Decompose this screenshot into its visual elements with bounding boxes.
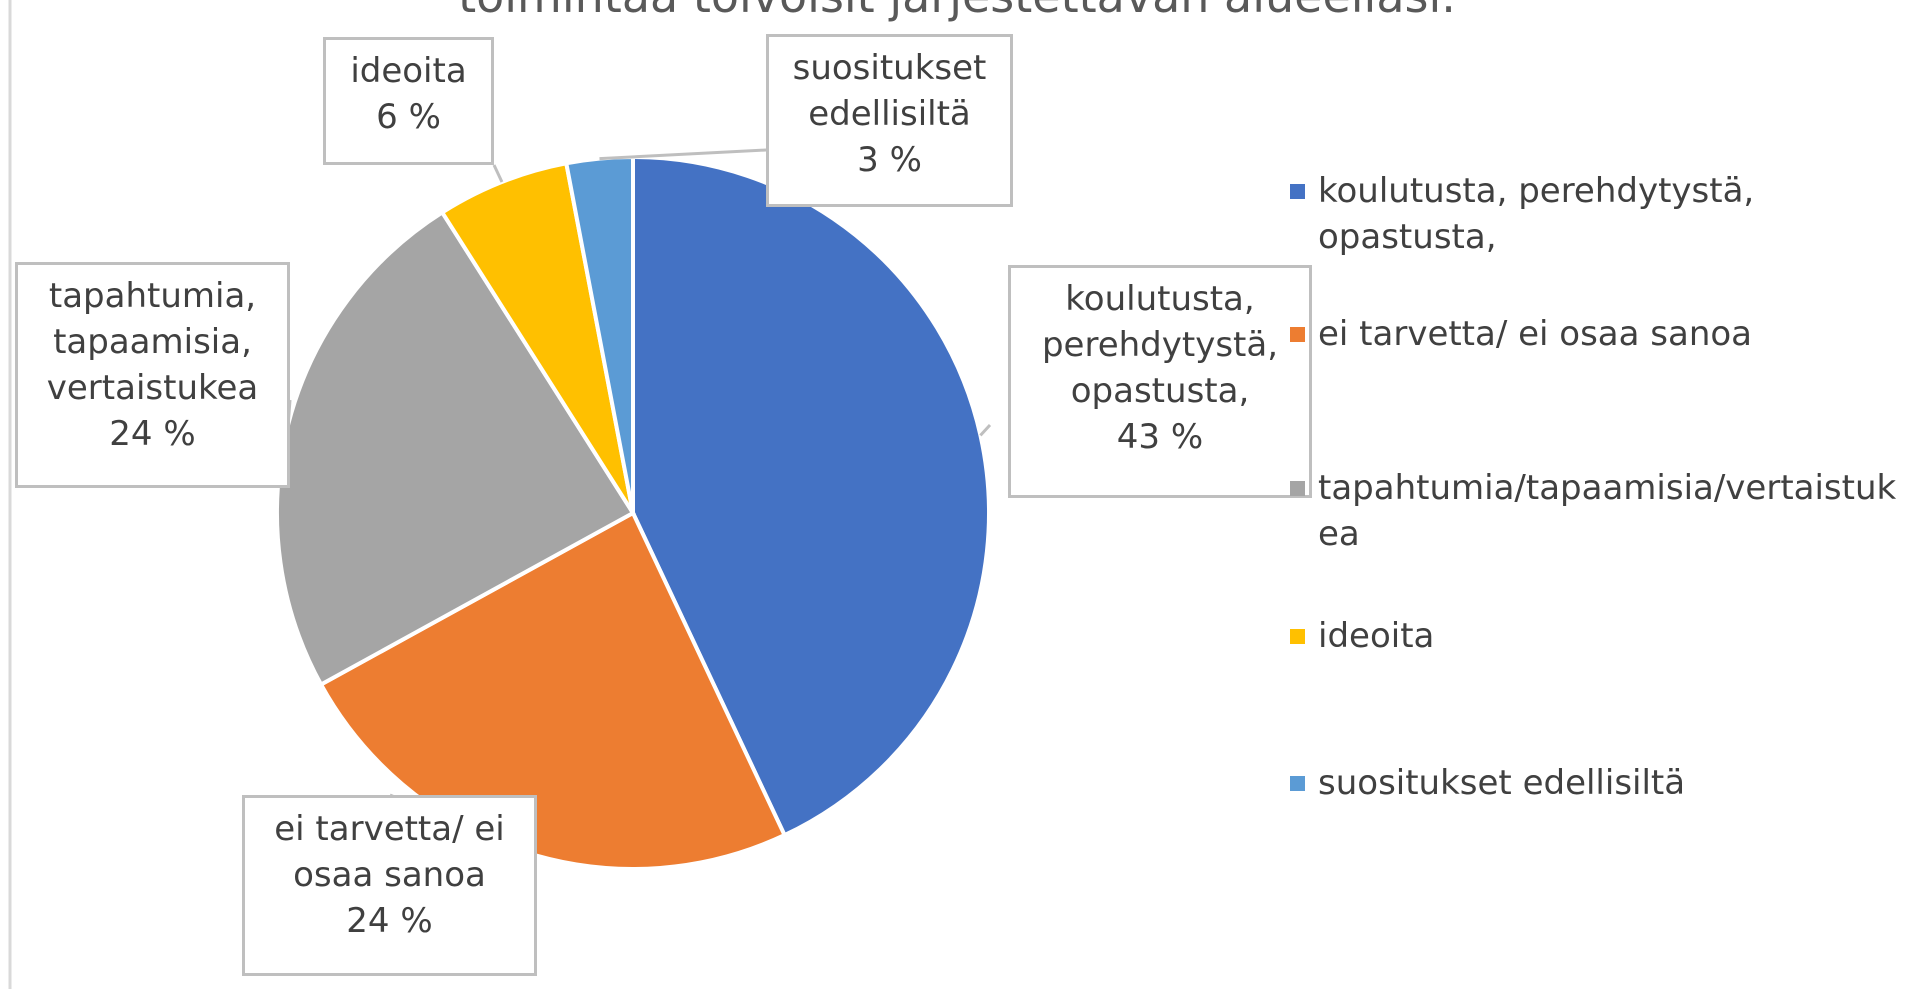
- legend-entry: ideoita: [1290, 613, 1914, 659]
- legend-entry: suositukset edellisiltä: [1290, 760, 1914, 806]
- data-label-name: tapahtumia, tapaamisia, vertaistukea: [46, 276, 259, 408]
- legend-label: suositukset edellisiltä: [1318, 763, 1686, 803]
- data-label-value: 24 %: [346, 901, 433, 941]
- legend-entry: tapahtumia/tapaamisia/vertaistukea: [1290, 465, 1914, 557]
- legend-label: tapahtumia/tapaamisia/vertaistukea: [1318, 468, 1897, 554]
- legend-entry: koulutusta, perehdytystä, opastusta,: [1290, 168, 1914, 260]
- pie-slice: [439, 160, 635, 515]
- data-label-value: 6 %: [376, 97, 441, 137]
- leader-line: [492, 164, 504, 183]
- legend-swatch: [1290, 327, 1305, 342]
- legend-entry: ei tarvetta/ ei osaa sanoa: [1290, 311, 1914, 357]
- data-label-value: 43 %: [1116, 417, 1204, 457]
- data-label-name: ideoita: [350, 51, 467, 91]
- legend-label: ei tarvetta/ ei osaa sanoa: [1318, 314, 1753, 354]
- legend-swatch: [1290, 184, 1305, 199]
- data-label-name: suositukset edellisiltä: [792, 48, 987, 134]
- data-label: koulutusta, perehdytystä, opastusta, 43 %: [1008, 265, 1312, 498]
- legend-swatch: [1290, 629, 1305, 644]
- legend-label: ideoita: [1318, 616, 1435, 656]
- data-label: ideoita 6 %: [323, 37, 494, 165]
- data-label: ei tarvetta/ ei osaa sanoa 24 %: [242, 795, 537, 976]
- chart-title: toimintaa toivoisit järjestettävän aluee…: [0, 0, 1914, 22]
- legend-swatch: [1290, 776, 1305, 791]
- data-label: tapahtumia, tapaamisia, vertaistukea 24 %: [15, 262, 290, 488]
- legend-swatch: [1290, 481, 1305, 496]
- data-label: suositukset edellisiltä 3 %: [766, 34, 1013, 207]
- data-label-name: ei tarvetta/ ei osaa sanoa: [274, 809, 505, 895]
- leader-line: [979, 423, 992, 437]
- leader-line: [599, 148, 767, 161]
- data-label-name: koulutusta, perehdytystä, opastusta,: [1041, 279, 1279, 411]
- legend-label: koulutusta, perehdytystä, opastusta,: [1318, 171, 1755, 257]
- data-label-value: 3 %: [857, 140, 922, 180]
- data-label-value: 24 %: [109, 414, 196, 454]
